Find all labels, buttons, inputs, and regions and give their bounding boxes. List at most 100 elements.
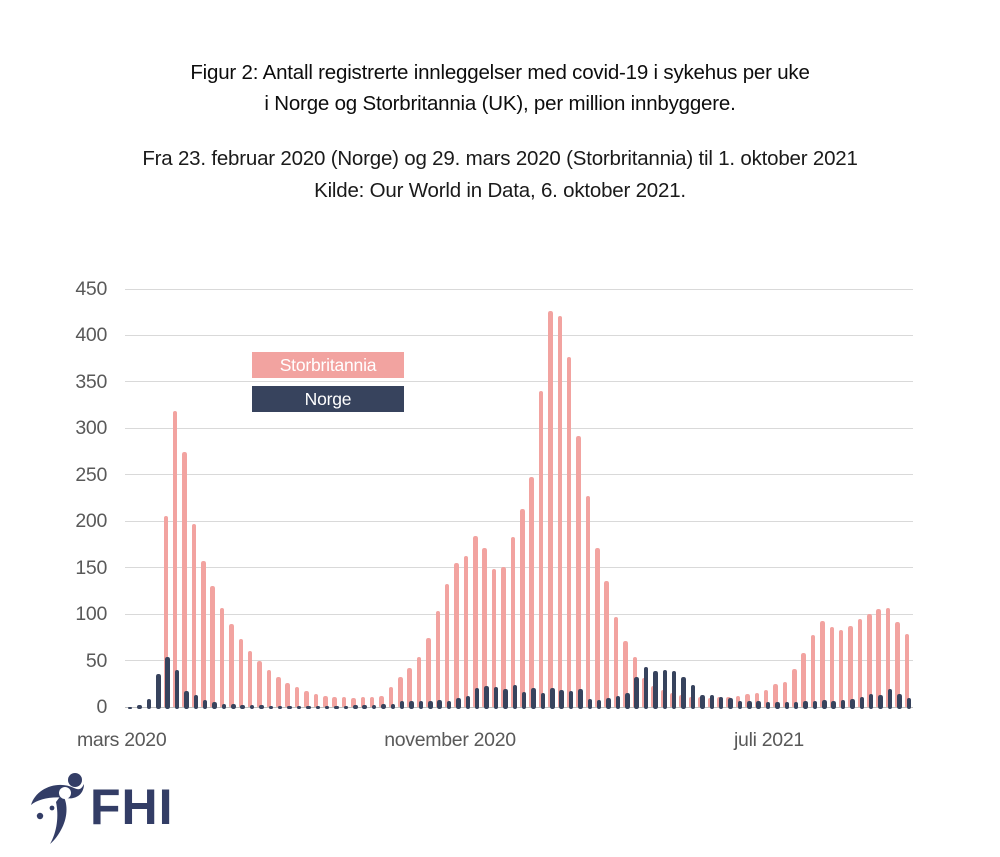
bar-norge — [700, 694, 705, 709]
bar-norge — [362, 705, 367, 709]
bar-storbritannia — [191, 523, 197, 708]
bar-storbritannia — [238, 639, 244, 708]
week-cluster — [144, 289, 153, 709]
week-cluster — [519, 289, 528, 709]
week-cluster — [735, 289, 744, 709]
bar-storbritannia — [388, 687, 394, 708]
bar-storbritannia — [538, 391, 544, 708]
bar-storbritannia — [585, 496, 591, 708]
week-cluster — [857, 289, 866, 709]
bar-storbritannia — [219, 607, 225, 708]
bar-norge — [718, 696, 724, 709]
bar-norge — [756, 701, 761, 709]
bar-storbritannia — [351, 697, 356, 708]
bar-storbritannia — [454, 562, 459, 708]
bar-norge — [212, 702, 217, 709]
bar-norge — [231, 704, 236, 709]
week-cluster — [632, 289, 641, 709]
week-cluster — [303, 289, 312, 709]
week-cluster — [481, 289, 490, 709]
bar-storbritannia — [285, 682, 290, 708]
figure-title: Figur 2: Antall registrerte innleggelser… — [0, 57, 1000, 119]
bar-norge — [681, 677, 686, 709]
week-cluster — [444, 289, 453, 709]
x-tick-label-november-2020: november 2020 — [384, 729, 516, 751]
week-cluster — [247, 289, 256, 709]
fhi-logo-text: FHI — [90, 779, 174, 835]
bar-norge — [381, 704, 386, 709]
week-cluster — [754, 289, 763, 709]
bar-norge — [306, 706, 311, 709]
week-cluster — [219, 289, 228, 709]
week-cluster — [575, 289, 584, 709]
bar-storbritannia — [576, 435, 581, 708]
week-cluster — [547, 289, 556, 709]
bar-norge — [803, 701, 808, 709]
week-cluster — [472, 289, 481, 709]
bar-norge — [259, 705, 264, 709]
bar-storbritannia — [895, 622, 900, 708]
bar-norge — [156, 673, 161, 709]
bar-norge — [184, 691, 189, 709]
bar-norge — [390, 703, 396, 709]
bar-storbritannia — [210, 586, 215, 708]
bar-norge — [690, 684, 696, 709]
bar-storbritannia — [520, 509, 525, 708]
bar-norge — [709, 694, 714, 709]
legend-item-storbritannia: Storbritannia — [252, 352, 404, 378]
week-cluster — [500, 289, 509, 709]
week-cluster — [678, 289, 687, 709]
fhi-logo: FHI — [28, 770, 248, 850]
bar-storbritannia — [857, 618, 863, 708]
bar-storbritannia — [745, 693, 750, 708]
legend-label-norge: Norge — [304, 389, 352, 409]
week-cluster — [810, 289, 819, 709]
bar-norge — [446, 700, 452, 709]
week-cluster — [200, 289, 209, 709]
bar-storbritannia — [444, 584, 450, 708]
bar-norge — [578, 689, 583, 709]
bar-storbritannia — [172, 410, 178, 708]
week-cluster — [697, 289, 706, 709]
week-cluster — [425, 289, 434, 709]
bar-storbritannia — [332, 696, 337, 708]
bar-norge — [174, 669, 180, 709]
bar-storbritannia — [304, 691, 309, 708]
bar-storbritannia — [407, 667, 412, 708]
bar-norge — [334, 705, 339, 709]
bar-storbritannia — [566, 356, 572, 708]
week-cluster — [491, 289, 500, 709]
bar-storbritannia — [416, 656, 422, 708]
bar-norge — [456, 697, 461, 709]
week-cluster — [613, 289, 622, 709]
bar-norge — [428, 700, 433, 709]
bar-norge — [531, 687, 536, 709]
y-tick-label-250: 250 — [75, 463, 107, 486]
bar-storbritannia — [257, 661, 262, 708]
bar-storbritannia — [763, 690, 769, 708]
bar-storbritannia — [182, 452, 187, 708]
bar-norge — [493, 686, 499, 709]
bar-storbritannia — [904, 634, 910, 708]
week-cluster — [763, 289, 772, 709]
bar-norge — [831, 701, 836, 709]
bar-storbritannia — [266, 669, 272, 708]
bar-norge — [840, 699, 846, 709]
legend-item-norge: Norge — [252, 386, 404, 412]
bar-norge — [868, 694, 874, 709]
week-cluster — [725, 289, 734, 709]
bar-norge — [202, 699, 208, 709]
bar-norge — [887, 688, 893, 709]
bar-norge — [193, 695, 199, 709]
week-cluster — [688, 289, 697, 709]
week-cluster — [256, 289, 265, 709]
bar-norge — [418, 701, 424, 709]
bar-norge — [127, 706, 133, 709]
week-cluster — [435, 289, 444, 709]
y-tick-label-400: 400 — [75, 324, 107, 347]
bar-norge — [287, 705, 292, 709]
bar-storbritannia — [201, 561, 206, 708]
legend-label-storbritannia: Storbritannia — [279, 355, 377, 375]
